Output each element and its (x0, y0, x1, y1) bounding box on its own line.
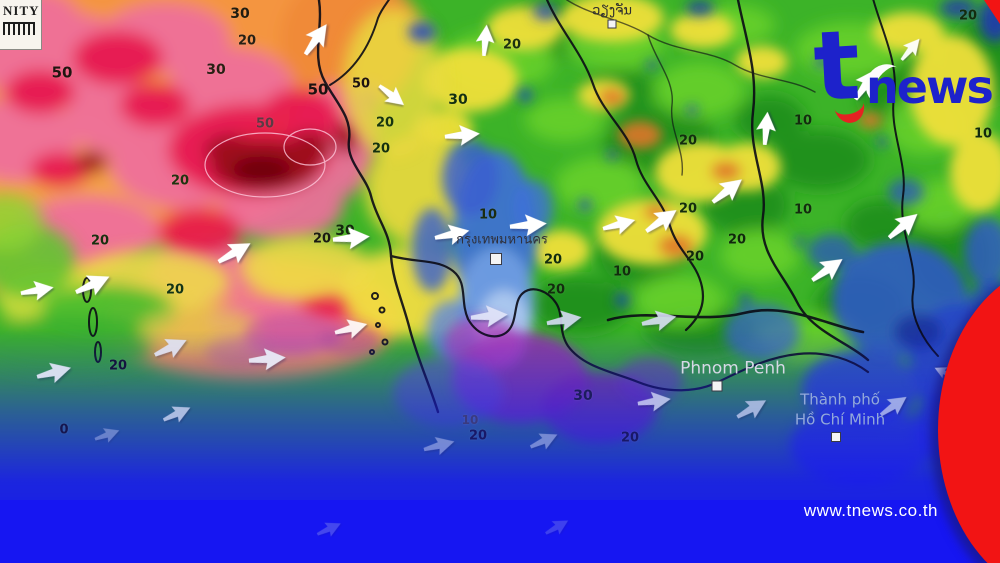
model-legend-text: NITY (3, 3, 40, 18)
tnews-wordmark: news (866, 60, 994, 114)
model-legend-box: NITY (0, 0, 42, 50)
tnews-logo: t news (811, 9, 994, 127)
legend-hatch-pattern (3, 22, 35, 35)
website-url: www.tnews.co.th (803, 501, 938, 520)
